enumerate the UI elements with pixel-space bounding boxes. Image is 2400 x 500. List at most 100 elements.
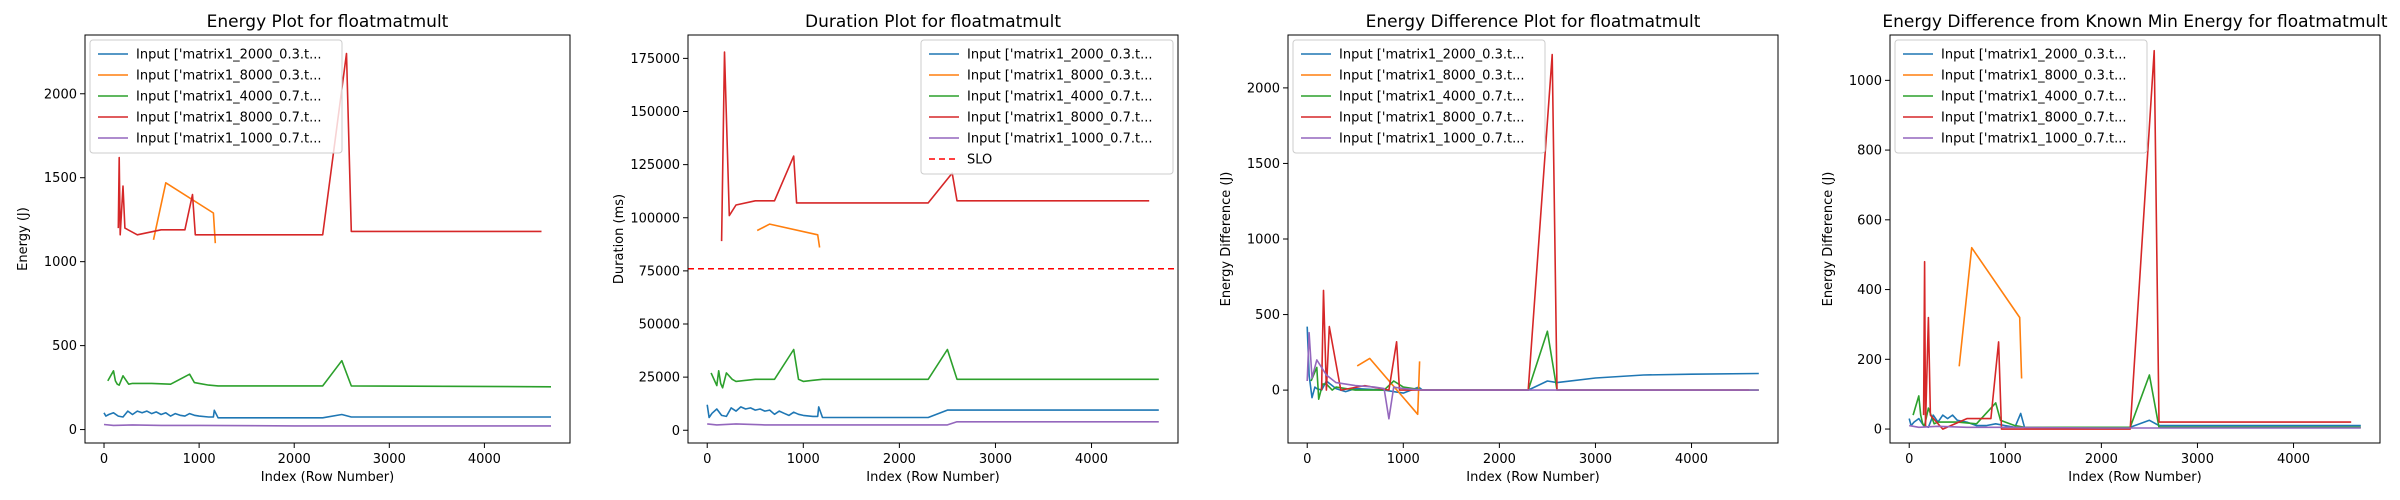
x-axis-label: Index (Row Number) <box>1466 470 1599 485</box>
legend-entry-label: SLO <box>967 153 992 168</box>
legend-entry-label: Input ['matrix1_8000_0.3.t... <box>1339 69 1524 84</box>
x-tick-label: 3000 <box>1579 452 1612 467</box>
y-tick-label: 1000 <box>44 255 77 270</box>
legend-entry-label: Input ['matrix1_8000_0.7.t... <box>136 111 321 126</box>
plot-frame <box>1889 34 2381 444</box>
series-group <box>103 52 552 427</box>
y-tick-label: 175000 <box>630 52 680 67</box>
legend: Input ['matrix1_2000_0.3.t... Input ['mat… <box>1292 39 1546 154</box>
y-tick-label: 1000 <box>1247 233 1280 248</box>
legend-entry-label: Input ['matrix1_4000_0.7.t... <box>136 90 321 105</box>
legend-entry-label: Input ['matrix1_2000_0.3.t... <box>136 48 321 63</box>
legend-box <box>1894 39 2148 154</box>
chart-title: Duration Plot for floatmatmult <box>805 12 1061 32</box>
legend: Input ['matrix1_2000_0.3.t... Input ['mat… <box>1894 39 2148 154</box>
series-line-3 <box>117 52 542 236</box>
legend-entry-label: Input ['matrix1_4000_0.7.t... <box>967 90 1152 105</box>
y-tick-label: 2000 <box>44 87 77 102</box>
series-group <box>1306 53 1759 420</box>
legend-entry-label: Input ['matrix1_1000_0.7.t... <box>136 132 321 147</box>
y-tick-label: 500 <box>52 339 77 354</box>
series-line-2 <box>1912 374 2361 429</box>
x-axis-label: Index (Row Number) <box>261 470 394 485</box>
series-line-2 <box>1310 330 1759 401</box>
y-tick-label: 75000 <box>639 264 680 279</box>
y-tick-label: 50000 <box>639 318 680 333</box>
legend: Input ['matrix1_2000_0.3.t... Input ['mat… <box>920 39 1174 175</box>
legend-entry-label: Input ['matrix1_2000_0.3.t... <box>967 48 1152 63</box>
legend-entry-label: Input ['matrix1_2000_0.3.t... <box>1941 48 2126 63</box>
plot-frame <box>1287 34 1779 444</box>
y-tick-label: 0 <box>1272 384 1280 399</box>
x-tick-label: 1000 <box>1387 452 1420 467</box>
series-line-2 <box>107 359 552 388</box>
legend-entry-label: Input ['matrix1_8000_0.3.t... <box>1941 69 2126 84</box>
legend-entry-label: Input ['matrix1_4000_0.7.t... <box>1941 90 2126 105</box>
chart-title: Energy Difference from Known Min Energy … <box>1882 12 2387 32</box>
chart-panel-2: Energy Difference Plot for floatmatmult 0… <box>1219 12 1779 485</box>
series-line-1 <box>152 182 217 244</box>
legend-entry-label: Input ['matrix1_8000_0.7.t... <box>1941 111 2126 126</box>
series-line-3 <box>1922 49 2352 430</box>
chart-title: Energy Difference Plot for floatmatmult <box>1366 12 1701 32</box>
y-axis-label: Energy (J) <box>16 207 31 271</box>
legend-entry-label: Input ['matrix1_2000_0.3.t... <box>1339 48 1524 63</box>
plot-frame <box>84 34 571 444</box>
series-line-2 <box>710 348 1159 389</box>
y-tick-label: 1000 <box>1849 74 1882 89</box>
x-tick-label: 3000 <box>373 452 406 467</box>
y-tick-label: 1500 <box>1247 157 1280 172</box>
x-tick-label: 3000 <box>979 452 1012 467</box>
legend: Input ['matrix1_2000_0.3.t... Input ['mat… <box>89 39 343 154</box>
x-tick-label: 1000 <box>1989 452 2022 467</box>
y-axis-label: Duration (ms) <box>612 194 627 284</box>
x-axis-label: Index (Row Number) <box>866 470 999 485</box>
y-tick-label: 25000 <box>639 371 680 386</box>
y-tick-label: 0 <box>672 424 680 439</box>
y-tick-label: 100000 <box>630 211 680 226</box>
series-line-0 <box>706 404 1159 419</box>
y-tick-label: 500 <box>1255 308 1280 323</box>
chart-panel-0: Energy Plot for floatmatmult 0 1000 2000 300… <box>16 12 571 485</box>
y-tick-label: 0 <box>1874 423 1882 438</box>
x-tick-label: 1000 <box>787 452 820 467</box>
series-line-1 <box>756 223 821 248</box>
legend-entry-label: Input ['matrix1_1000_0.7.t... <box>1941 132 2126 147</box>
x-tick-label: 0 <box>100 452 108 467</box>
y-tick-label: 1500 <box>44 171 77 186</box>
y-tick-label: 0 <box>69 423 77 438</box>
y-tick-label: 125000 <box>630 158 680 173</box>
x-tick-label: 4000 <box>2277 452 2310 467</box>
x-tick-label: 2000 <box>278 452 311 467</box>
legend-box <box>920 39 1174 175</box>
legend-box <box>1292 39 1546 154</box>
series-line-4 <box>1909 424 2361 429</box>
legend-entry-label: Input ['matrix1_8000_0.3.t... <box>136 69 321 84</box>
x-tick-label: 4000 <box>468 452 501 467</box>
chart-panel-1: Duration Plot for floatmatmult 0 1000 2000 3… <box>612 12 1179 485</box>
series-line-4 <box>707 420 1159 426</box>
y-tick-label: 800 <box>1857 144 1882 159</box>
series-line-4 <box>103 423 551 427</box>
y-axis-label: Energy Difference (J) <box>1821 172 1836 307</box>
x-tick-label: 3000 <box>2181 452 2214 467</box>
series-line-3 <box>1320 53 1750 391</box>
legend-entry-label: Input ['matrix1_1000_0.7.t... <box>967 132 1152 147</box>
x-axis-label: Index (Row Number) <box>2068 470 2201 485</box>
y-tick-label: 150000 <box>630 105 680 120</box>
y-axis-label: Energy Difference (J) <box>1219 172 1234 307</box>
x-tick-label: 1000 <box>183 452 216 467</box>
chart-title: Energy Plot for floatmatmult <box>207 12 449 32</box>
x-tick-label: 0 <box>1303 452 1311 467</box>
x-tick-label: 4000 <box>1675 452 1708 467</box>
series-line-0 <box>103 409 551 419</box>
x-tick-label: 2000 <box>883 452 916 467</box>
y-tick-label: 600 <box>1857 213 1882 228</box>
x-tick-label: 0 <box>703 452 711 467</box>
y-tick-label: 2000 <box>1247 81 1280 96</box>
series-group <box>1908 49 2361 430</box>
legend-entry-label: Input ['matrix1_8000_0.7.t... <box>967 111 1152 126</box>
x-tick-label: 0 <box>1905 452 1913 467</box>
y-tick-label: 400 <box>1857 283 1882 298</box>
legend-entry-label: Input ['matrix1_8000_0.3.t... <box>967 69 1152 84</box>
